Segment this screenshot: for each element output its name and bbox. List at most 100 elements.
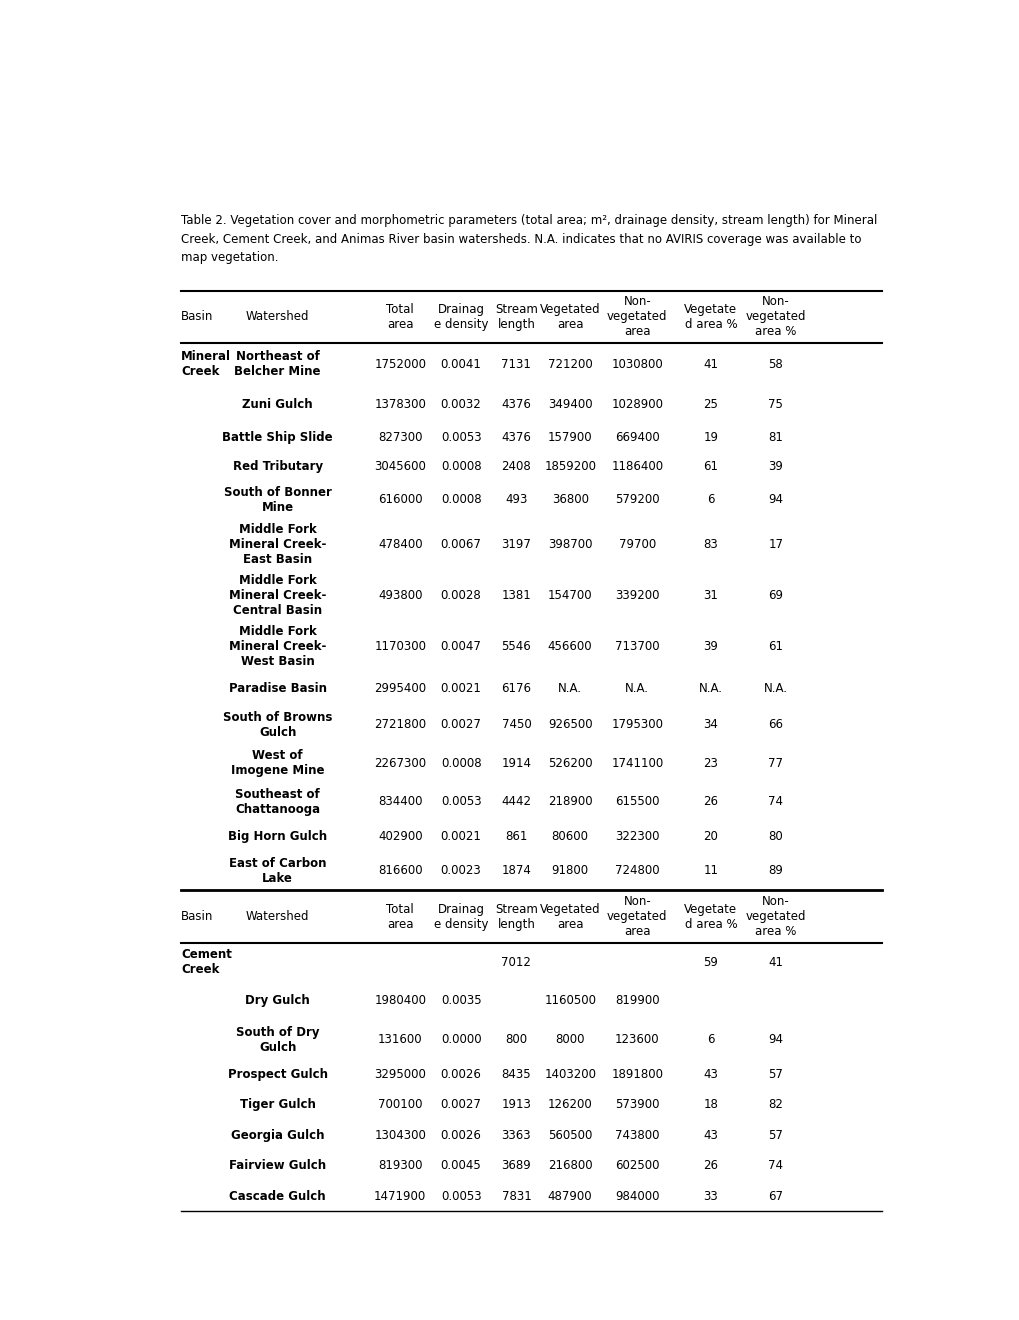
Text: N.A.: N.A. — [625, 682, 649, 694]
Text: 157900: 157900 — [547, 432, 592, 445]
Text: 61: 61 — [767, 640, 783, 653]
Text: Total
area: Total area — [386, 903, 414, 931]
Text: 1381: 1381 — [501, 589, 531, 602]
Text: 1891800: 1891800 — [610, 1068, 662, 1081]
Text: 6: 6 — [706, 494, 714, 507]
Text: Non-
vegetated
area %: Non- vegetated area % — [745, 296, 805, 338]
Text: 41: 41 — [767, 956, 783, 969]
Text: Prospect Gulch: Prospect Gulch — [227, 1068, 327, 1081]
Text: 1030800: 1030800 — [611, 358, 662, 371]
Text: 0.0041: 0.0041 — [440, 358, 481, 371]
Text: 456600: 456600 — [547, 640, 592, 653]
Text: N.A.: N.A. — [763, 682, 787, 694]
Text: Vegetate
d area %: Vegetate d area % — [684, 304, 737, 331]
Text: 1403200: 1403200 — [544, 1068, 595, 1081]
Text: 4442: 4442 — [501, 795, 531, 808]
Text: Vegetated
area: Vegetated area — [539, 903, 600, 931]
Text: 2267300: 2267300 — [374, 756, 426, 770]
Text: 0.0053: 0.0053 — [440, 432, 481, 445]
Text: Total
area: Total area — [386, 304, 414, 331]
Text: 1186400: 1186400 — [610, 459, 662, 473]
Text: 154700: 154700 — [547, 589, 592, 602]
Text: East of Carbon
Lake: East of Carbon Lake — [228, 857, 326, 884]
Text: Georgia Gulch: Georgia Gulch — [230, 1129, 324, 1142]
Text: Stream
length: Stream length — [494, 304, 537, 331]
Text: Watershed: Watershed — [246, 310, 309, 323]
Text: 0.0067: 0.0067 — [440, 539, 481, 552]
Text: 69: 69 — [767, 589, 783, 602]
Text: Middle Fork
Mineral Creek-
Central Basin: Middle Fork Mineral Creek- Central Basin — [229, 574, 326, 616]
Text: 1752000: 1752000 — [374, 358, 426, 371]
Text: 1471900: 1471900 — [374, 1189, 426, 1203]
Text: 2995400: 2995400 — [374, 682, 426, 694]
Text: Red Tributary: Red Tributary — [232, 459, 322, 473]
Text: 0.0008: 0.0008 — [440, 756, 481, 770]
Text: 1160500: 1160500 — [544, 994, 595, 1007]
Text: 39: 39 — [767, 459, 783, 473]
Text: 487900: 487900 — [547, 1189, 592, 1203]
Text: 3197: 3197 — [501, 539, 531, 552]
Text: 43: 43 — [703, 1068, 717, 1081]
Text: 66: 66 — [767, 718, 783, 731]
Text: 0.0027: 0.0027 — [440, 718, 481, 731]
Text: 493800: 493800 — [378, 589, 422, 602]
Text: 3295000: 3295000 — [374, 1068, 426, 1081]
Text: 0.0021: 0.0021 — [440, 682, 481, 694]
Text: 67: 67 — [767, 1189, 783, 1203]
Text: 31: 31 — [703, 589, 717, 602]
Text: Drainag
e density: Drainag e density — [433, 304, 488, 331]
Text: 602500: 602500 — [614, 1159, 659, 1172]
Text: 322300: 322300 — [614, 830, 659, 843]
Text: Dry Gulch: Dry Gulch — [246, 994, 310, 1007]
Text: 493: 493 — [504, 494, 527, 507]
Text: West of
Imogene Mine: West of Imogene Mine — [230, 750, 324, 777]
Text: 615500: 615500 — [614, 795, 659, 808]
Text: Mineral
Creek: Mineral Creek — [181, 350, 231, 379]
Text: 74: 74 — [767, 795, 783, 808]
Text: 861: 861 — [504, 830, 527, 843]
Text: 579200: 579200 — [614, 494, 659, 507]
Text: 0.0026: 0.0026 — [440, 1068, 481, 1081]
Text: Stream
length: Stream length — [494, 903, 537, 931]
Text: 1980400: 1980400 — [374, 994, 426, 1007]
Text: 4376: 4376 — [501, 432, 531, 445]
Text: 743800: 743800 — [614, 1129, 659, 1142]
Text: 339200: 339200 — [614, 589, 659, 602]
Text: Fairview Gulch: Fairview Gulch — [229, 1159, 326, 1172]
Text: 5546: 5546 — [501, 640, 531, 653]
Text: 8000: 8000 — [555, 1034, 584, 1047]
Text: N.A.: N.A. — [698, 682, 722, 694]
Text: 1914: 1914 — [501, 756, 531, 770]
Text: Vegetated
area: Vegetated area — [539, 304, 600, 331]
Text: 19: 19 — [703, 432, 717, 445]
Text: Table 2. Vegetation cover and morphometric parameters (total area; m², drainage : Table 2. Vegetation cover and morphometr… — [181, 214, 876, 227]
Text: 94: 94 — [767, 494, 783, 507]
Text: map vegetation.: map vegetation. — [181, 251, 278, 264]
Text: 827300: 827300 — [378, 432, 422, 445]
Text: 0.0023: 0.0023 — [440, 865, 481, 878]
Text: 123600: 123600 — [614, 1034, 659, 1047]
Text: 819900: 819900 — [614, 994, 659, 1007]
Text: 81: 81 — [767, 432, 783, 445]
Text: 1741100: 1741100 — [610, 756, 662, 770]
Text: 6176: 6176 — [501, 682, 531, 694]
Text: 526200: 526200 — [547, 756, 592, 770]
Text: 20: 20 — [703, 830, 717, 843]
Text: 0.0026: 0.0026 — [440, 1129, 481, 1142]
Text: 669400: 669400 — [614, 432, 659, 445]
Text: 23: 23 — [703, 756, 717, 770]
Text: 8435: 8435 — [501, 1068, 531, 1081]
Text: 0.0008: 0.0008 — [440, 459, 481, 473]
Text: South of Dry
Gulch: South of Dry Gulch — [235, 1026, 319, 1053]
Text: 349400: 349400 — [547, 397, 592, 411]
Text: 80600: 80600 — [551, 830, 588, 843]
Text: 57: 57 — [767, 1068, 783, 1081]
Text: 1170300: 1170300 — [374, 640, 426, 653]
Text: 7012: 7012 — [501, 956, 531, 969]
Text: Paradise Basin: Paradise Basin — [228, 682, 326, 694]
Text: 4376: 4376 — [501, 397, 531, 411]
Text: 94: 94 — [767, 1034, 783, 1047]
Text: 57: 57 — [767, 1129, 783, 1142]
Text: 834400: 834400 — [378, 795, 422, 808]
Text: 26: 26 — [703, 795, 717, 808]
